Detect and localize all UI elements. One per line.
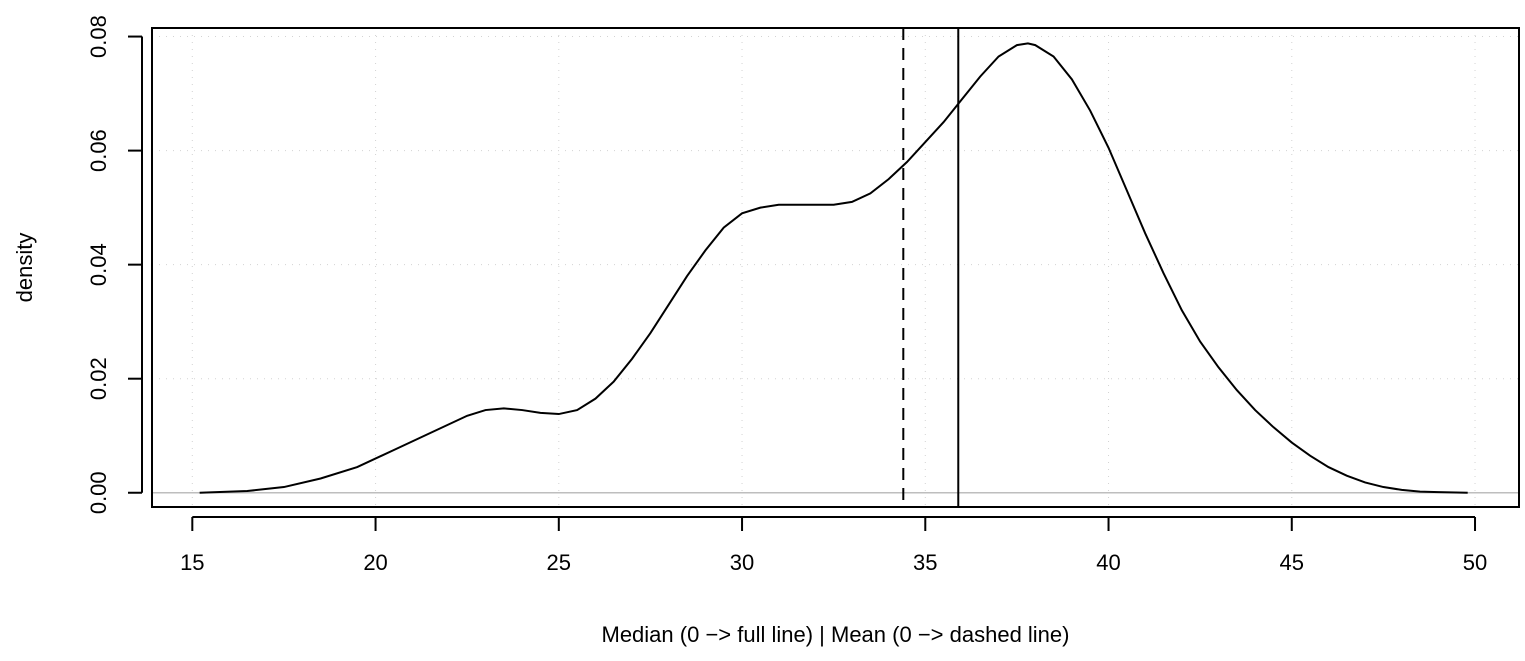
grid: [152, 28, 1519, 507]
y-axis: 0.00 0.02 0.04 0.06 0.08: [86, 15, 143, 514]
y-tick-label: 0.04: [86, 243, 111, 286]
x-axis: 15 20 25 30 35 40 45 50: [180, 516, 1487, 575]
x-tick-label: 40: [1096, 550, 1120, 575]
x-tick-label: 30: [730, 550, 754, 575]
plot-box: [151, 27, 1520, 508]
x-tick-label: 35: [913, 550, 937, 575]
y-tick-label: 0.08: [86, 15, 111, 58]
x-axis-title: Median (0 −> full line) | Mean (0 −> das…: [602, 622, 1070, 647]
y-axis-title: density: [12, 233, 37, 303]
y-tick-label: 0.02: [86, 357, 111, 400]
x-tick-label: 20: [363, 550, 387, 575]
x-tick-label: 45: [1280, 550, 1304, 575]
x-tick-label: 15: [180, 550, 204, 575]
density-curve: [199, 42, 1468, 494]
x-tick-label: 25: [547, 550, 571, 575]
x-tick-label: 50: [1463, 550, 1487, 575]
y-tick-label: 0.00: [86, 471, 111, 514]
y-tick-label: 0.06: [86, 129, 111, 172]
